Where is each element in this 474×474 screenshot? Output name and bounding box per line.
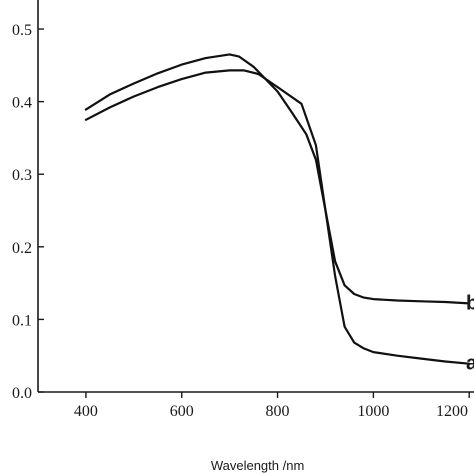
y-tick-label: 0.5 <box>12 22 32 39</box>
y-ticks: 0.0 0.1 0.2 0.3 0.4 0.5 <box>12 22 44 402</box>
x-tick-label: 1000 <box>357 403 389 420</box>
y-tick-label: 0.0 <box>12 385 32 402</box>
x-tick-label: 1200 <box>436 403 468 420</box>
y-tick-label: 0.1 <box>12 312 32 329</box>
x-tick-label: 400 <box>74 403 98 420</box>
y-tick-label: 0.4 <box>12 95 32 112</box>
x-ticks: 400 600 800 1000 1200 <box>74 392 470 420</box>
series-line-b <box>84 69 471 305</box>
series-layer <box>84 53 471 365</box>
series-line-a <box>84 53 471 365</box>
axes <box>37 0 474 393</box>
series-label-b: b <box>466 292 474 314</box>
series-label-a: a <box>466 353 474 375</box>
y-tick-label: 0.3 <box>12 167 32 184</box>
x-tick-label: 800 <box>266 403 290 420</box>
x-axis-title: Wavelength /nm <box>211 458 304 473</box>
y-tick-label: 0.2 <box>12 240 32 257</box>
x-tick-label: 600 <box>170 403 194 420</box>
labels-layer: ba <box>466 292 474 374</box>
